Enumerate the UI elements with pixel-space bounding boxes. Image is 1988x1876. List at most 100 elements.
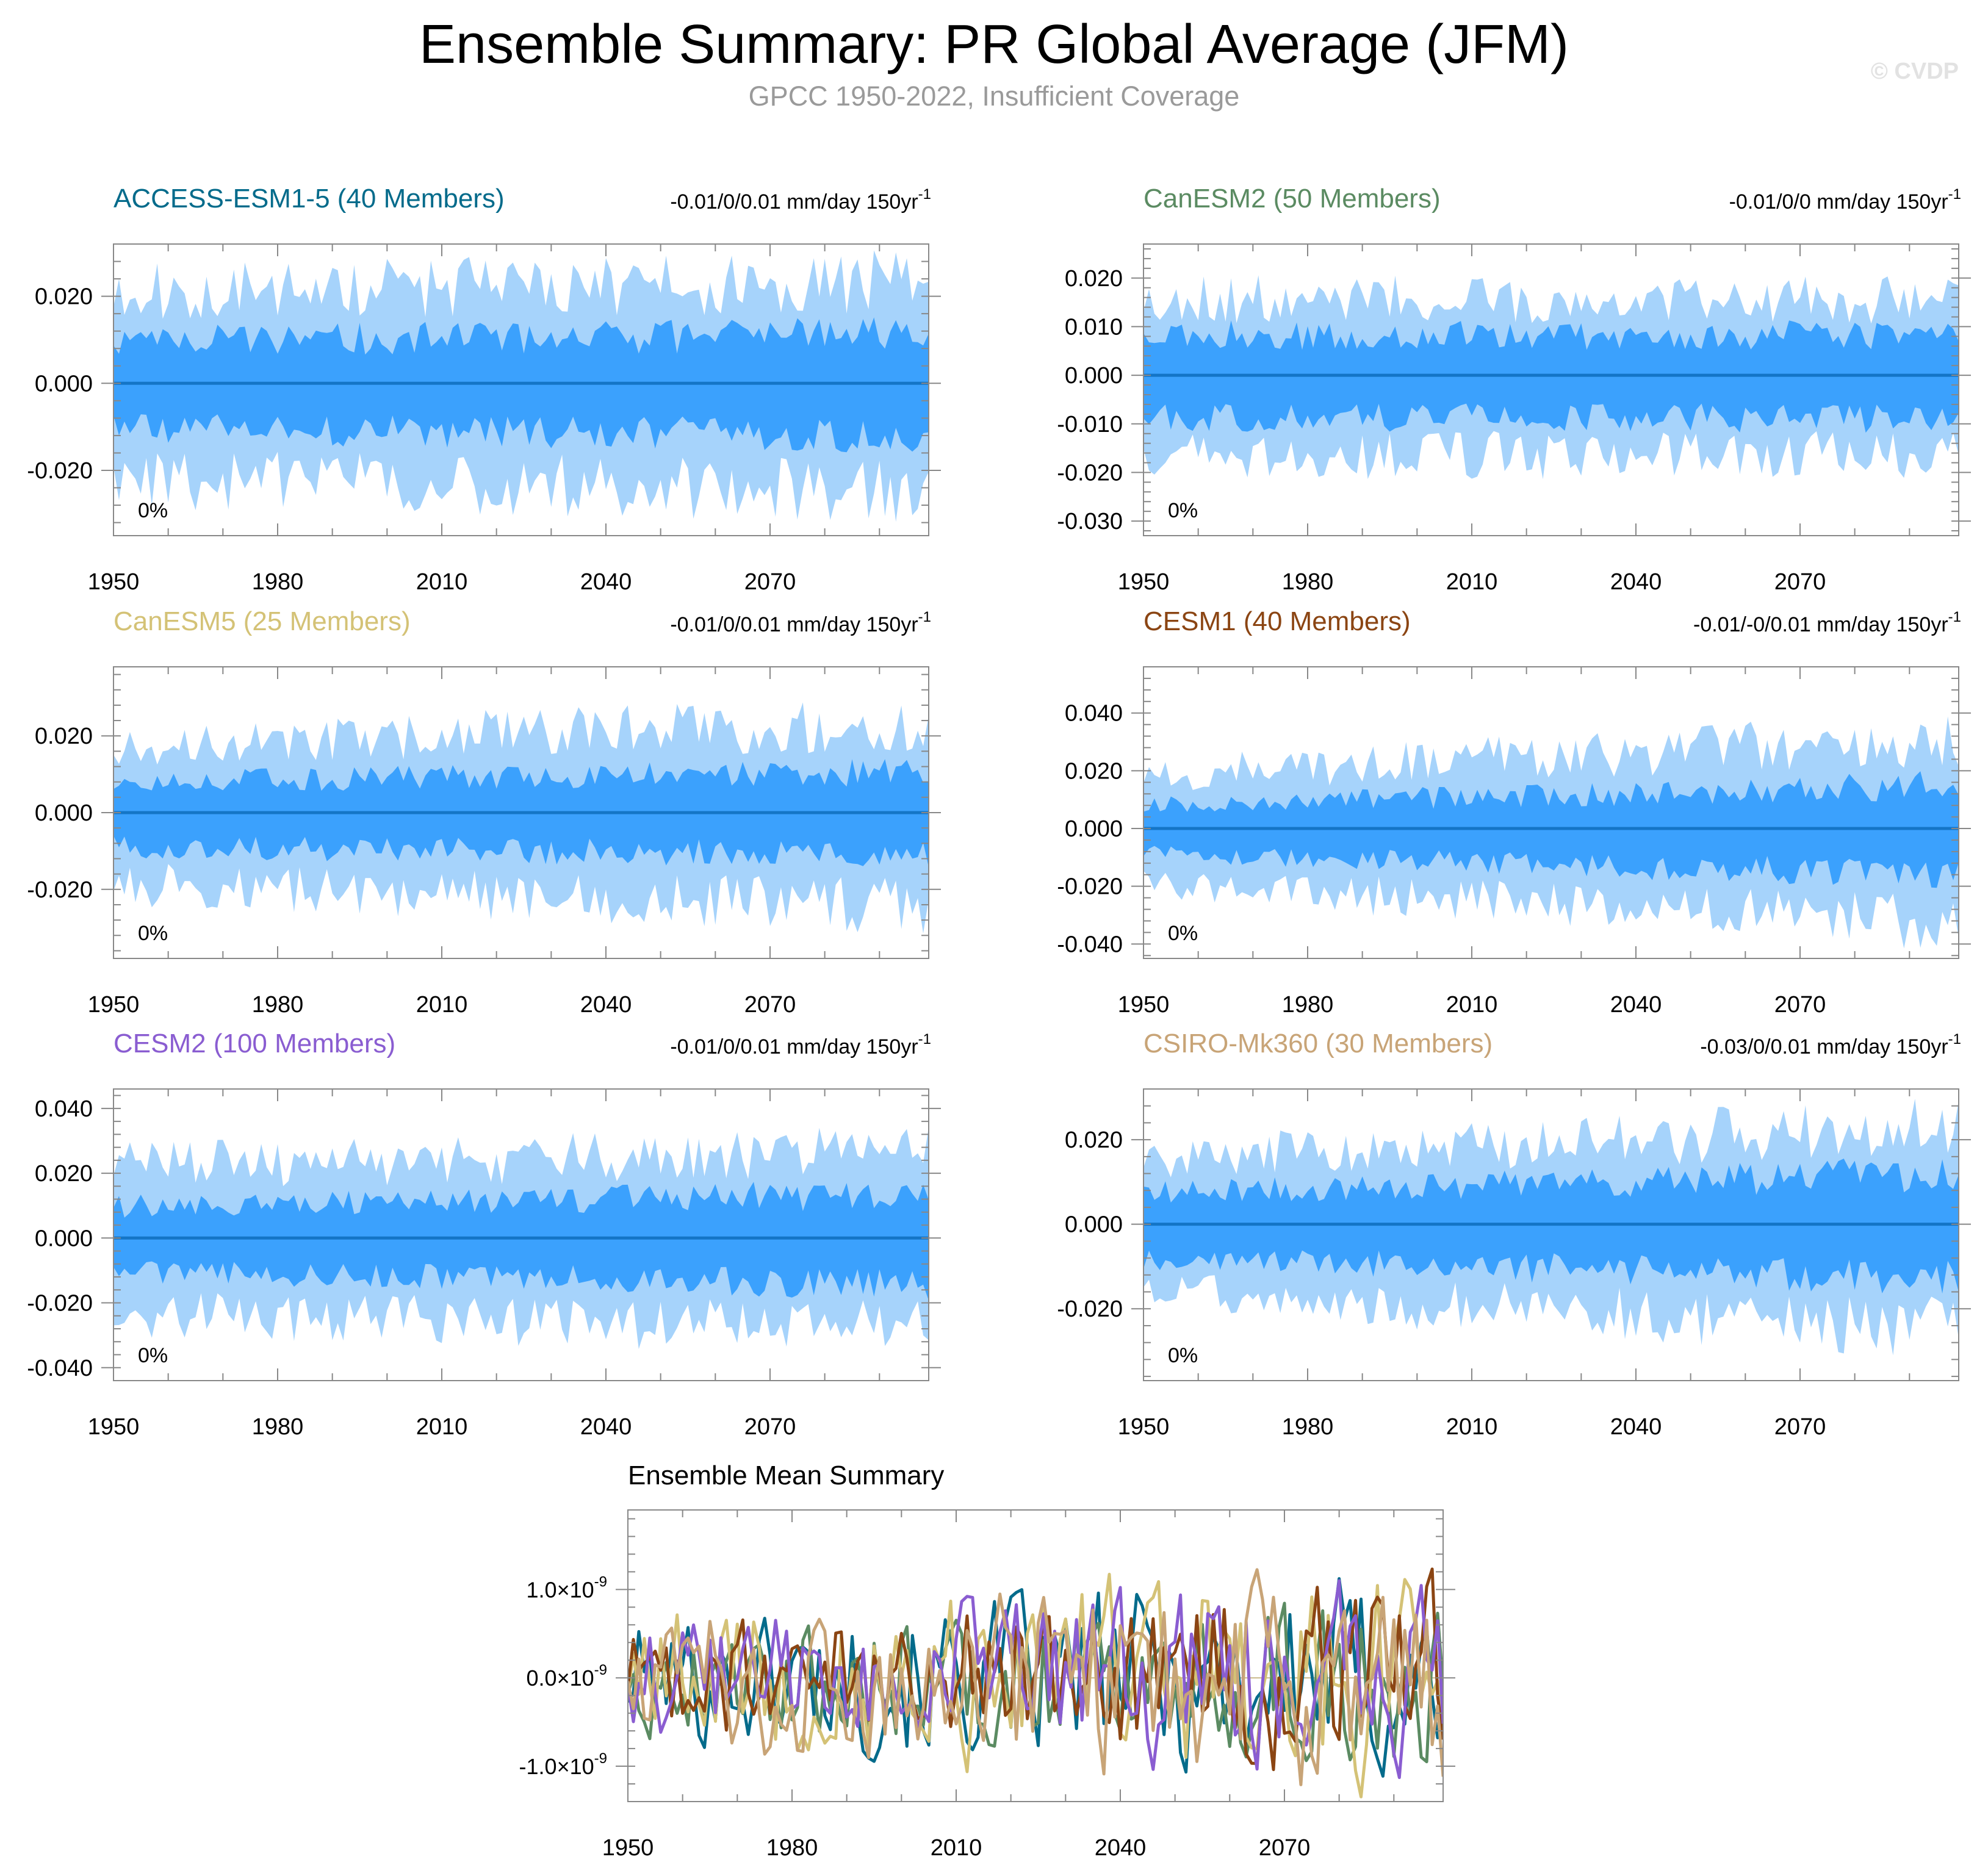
y-tick-label: 0.020 xyxy=(35,724,93,749)
series-line-csiro-mk360 xyxy=(628,1568,1443,1786)
x-tick-label: 1950 xyxy=(602,1835,654,1861)
trend-label-exponent: -1 xyxy=(1948,1031,1961,1048)
y-tick-multiplier: ×10 xyxy=(557,1577,594,1602)
figure-title: Ensemble Summary: PR Global Average (JFM… xyxy=(419,14,1569,75)
x-tick-label: 1950 xyxy=(88,1414,140,1440)
plot-frame xyxy=(113,1088,929,1381)
x-tick-label: 2040 xyxy=(580,569,632,595)
panel-title: ACCESS-ESM1-5 (40 Members) xyxy=(113,184,505,214)
x-tick-label: 2070 xyxy=(1259,1835,1311,1861)
y-tick-label: -0.020 xyxy=(1057,460,1123,486)
panel-title: CanESM2 (50 Members) xyxy=(1143,184,1441,214)
x-tick-label: 2040 xyxy=(1610,1414,1662,1440)
trend-label-text: -0.01/-0/0.01 mm/day 150yr xyxy=(1693,613,1948,636)
y-tick-label: 0.000 xyxy=(35,800,93,826)
x-tick-label: 2010 xyxy=(1446,569,1498,595)
y-tick-label: 0.000 xyxy=(1065,816,1123,842)
percent-label: 0% xyxy=(138,1344,168,1367)
y-tick-label: -0.020 xyxy=(1057,1296,1123,1322)
trend-label-exponent: -1 xyxy=(1948,186,1961,203)
y-tick-multiplier: ×10 xyxy=(557,1754,594,1779)
panel-access-esm1-5: 1950 1980 2010 2040 2070 0.020 0.000 -0.020 ACCE… xyxy=(27,184,941,595)
y-tick-multiplier: ×10 xyxy=(557,1666,594,1691)
y-tick-mantissa: 0.0 xyxy=(527,1666,557,1691)
panel-title: CSIRO-Mk360 (30 Members) xyxy=(1143,1029,1493,1058)
y-tick-label: 0.040 xyxy=(1065,701,1123,727)
y-tick-exponent: -9 xyxy=(594,1750,607,1767)
y-tick-label: 1.0×10-9 xyxy=(527,1573,607,1602)
x-tick-label: 2070 xyxy=(744,569,796,595)
x-tick-label: 2070 xyxy=(1774,569,1826,595)
trend-label-text: -0.01/0/0 mm/day 150yr xyxy=(1729,190,1948,214)
x-tick-label: 2040 xyxy=(1610,992,1662,1018)
x-tick-label: 2040 xyxy=(580,1414,632,1440)
x-tick-label: 2040 xyxy=(1610,569,1662,595)
panel-cesm1: 1950 1980 2010 2040 2070 0.040 0.020 0.000 -0.02… xyxy=(1057,606,1971,1018)
x-tick-label: 1980 xyxy=(252,569,304,595)
y-tick-label: 0.000 xyxy=(35,1226,93,1251)
plot-frame xyxy=(1143,1088,1959,1381)
percent-label: 0% xyxy=(138,922,168,945)
y-tick-label: 0.020 xyxy=(1065,266,1123,292)
trend-label: -0.01/0/0.01 mm/day 150yr-1 xyxy=(670,1031,931,1058)
x-tick-label: 2010 xyxy=(1446,992,1498,1018)
x-tick-label: 1950 xyxy=(1118,1414,1170,1440)
x-tick-label: 1980 xyxy=(766,1835,818,1861)
x-tick-label: 2040 xyxy=(1095,1835,1147,1861)
y-tick-label: 0.020 xyxy=(35,284,93,310)
y-tick-label: -0.020 xyxy=(1057,874,1123,900)
trend-label-exponent: -1 xyxy=(918,609,931,625)
trend-label-exponent: -1 xyxy=(1948,609,1961,625)
trend-label: -0.01/0/0.01 mm/day 150yr-1 xyxy=(670,186,931,214)
y-tick-label: 0.0×10-9 xyxy=(527,1662,607,1691)
percent-label: 0% xyxy=(1168,499,1198,522)
y-tick-label: -0.030 xyxy=(1057,509,1123,534)
y-tick-label: 0.020 xyxy=(1065,758,1123,784)
plot-frame xyxy=(113,243,929,536)
panel-canesm5: 1950 1980 2010 2040 2070 0.020 0.000 -0.020 CanE… xyxy=(27,606,941,1018)
y-tick-label: 0.000 xyxy=(1065,1212,1123,1238)
cvdp-watermark: © CVDP xyxy=(1870,59,1959,84)
x-tick-label: 1950 xyxy=(88,569,140,595)
trend-label-text: -0.01/0/0.01 mm/day 150yr xyxy=(670,1035,918,1058)
x-tick-label: 2010 xyxy=(416,992,468,1018)
figure-subtitle: GPCC 1950-2022, Insufficient Coverage xyxy=(748,81,1240,112)
x-tick-label: 1980 xyxy=(252,992,304,1018)
y-tick-label: 0.020 xyxy=(1065,1127,1123,1153)
trend-label: -0.01/0/0 mm/day 150yr-1 xyxy=(1729,186,1961,214)
panel-ensemble-mean: 1950 1980 2010 2040 20701.0×10-90.0×10-9-1.0… xyxy=(519,1461,1455,1861)
x-tick-label: 1950 xyxy=(1118,569,1170,595)
panel-canesm2: 1950 1980 2010 2040 2070 0.020 0.010 0.000 -0.01… xyxy=(1057,184,1971,595)
panel-title: CanESM5 (25 Members) xyxy=(113,606,411,636)
y-tick-mantissa: -1.0 xyxy=(519,1754,557,1779)
x-tick-label: 2070 xyxy=(1774,1414,1826,1440)
series-line-canesm5 xyxy=(628,1573,1443,1799)
y-tick-exponent: -9 xyxy=(594,1573,607,1590)
percent-label: 0% xyxy=(1168,1344,1198,1367)
inner-spread-band xyxy=(113,1182,929,1301)
x-tick-label: 2010 xyxy=(416,569,468,595)
y-tick-label: 0.020 xyxy=(35,1161,93,1187)
y-tick-label: 0.000 xyxy=(1065,363,1123,389)
trend-label-text: -0.01/0/0.01 mm/day 150yr xyxy=(670,190,918,214)
y-tick-label: -0.020 xyxy=(27,877,93,903)
y-tick-label: -0.010 xyxy=(1057,412,1123,437)
trend-label-exponent: -1 xyxy=(918,1031,931,1048)
y-tick-mantissa: 1.0 xyxy=(527,1577,557,1602)
x-tick-label: 2010 xyxy=(416,1414,468,1440)
x-tick-label: 1980 xyxy=(1282,992,1334,1018)
y-tick-label: -0.020 xyxy=(27,458,93,484)
x-tick-label: 1980 xyxy=(1282,569,1334,595)
trend-label-text: -0.03/0/0.01 mm/day 150yr xyxy=(1700,1035,1948,1058)
x-tick-label: 2010 xyxy=(1446,1414,1498,1440)
trend-label-text: -0.01/0/0.01 mm/day 150yr xyxy=(670,613,918,636)
trend-label: -0.01/0/0.01 mm/day 150yr-1 xyxy=(670,609,931,636)
y-tick-label: 0.000 xyxy=(35,371,93,397)
y-tick-label: -0.040 xyxy=(1057,932,1123,957)
x-tick-label: 1950 xyxy=(1118,992,1170,1018)
y-tick-exponent: -9 xyxy=(594,1662,607,1678)
trend-label: -0.03/0/0.01 mm/day 150yr-1 xyxy=(1700,1031,1961,1058)
panel-title: Ensemble Mean Summary xyxy=(628,1461,944,1490)
percent-label: 0% xyxy=(138,499,168,522)
panel-cesm2: 1950 1980 2010 2040 2070 0.040 0.020 0.000 -0.02… xyxy=(27,1029,941,1440)
